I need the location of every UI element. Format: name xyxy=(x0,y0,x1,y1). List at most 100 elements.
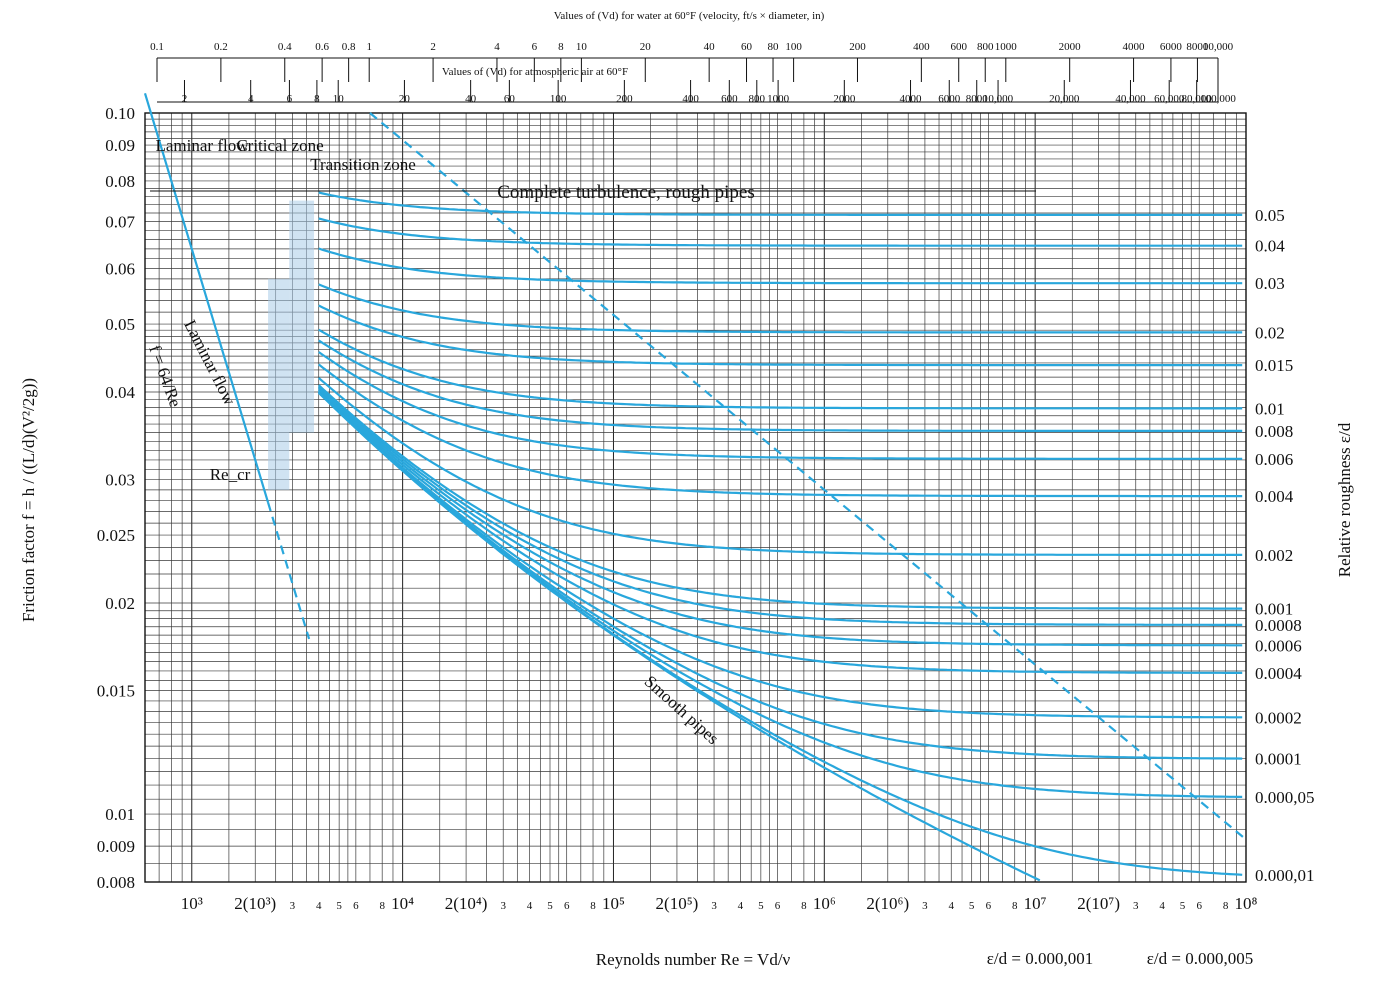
x-tick-label: 3 xyxy=(922,900,928,912)
air-tick-label: 60 xyxy=(504,93,516,105)
critical-zone-band xyxy=(289,200,315,433)
y-tick-label: 0.009 xyxy=(97,837,135,856)
y-axis-label: Friction factor f = h / ((L/d)(V²/2g)) xyxy=(19,378,38,622)
water-tick-label: 4 xyxy=(494,41,500,53)
roughness-label: 0.04 xyxy=(1255,237,1285,256)
x-tick-label: 8 xyxy=(590,900,596,912)
roughness-curve xyxy=(318,328,1243,410)
roughness-label: 0.0006 xyxy=(1255,636,1302,655)
water-tick-label: 2000 xyxy=(1059,41,1082,53)
y-tick-label: 0.015 xyxy=(97,682,135,701)
x-tick-label: 4 xyxy=(1159,900,1165,912)
water-tick-label: 800 xyxy=(977,41,994,53)
roughness-curve xyxy=(317,385,1243,626)
x-tick-label: 4 xyxy=(527,900,533,912)
air-tick-label: 8000 xyxy=(966,93,989,105)
x-tick-label: 6 xyxy=(986,900,992,912)
y-tick-label: 0.08 xyxy=(105,172,135,191)
air-tick-label: 20 xyxy=(399,93,411,105)
roughness-curve xyxy=(318,283,1243,334)
top-velocity-axes: Values of (Vd) for water at 60°F (veloci… xyxy=(150,10,1236,105)
y-tick-label: 0.06 xyxy=(105,260,135,279)
roughness-curve xyxy=(318,304,1243,367)
roughness-curve xyxy=(317,387,1243,647)
air-tick-label: 40,000 xyxy=(1115,93,1146,105)
y-tick-label: 0.07 xyxy=(105,213,135,232)
roughness-label: 0.0002 xyxy=(1255,708,1302,727)
air-tick-label: 6000 xyxy=(938,93,961,105)
water-tick-label: 10,000 xyxy=(1203,41,1234,53)
x-tick-label: 6 xyxy=(564,900,570,912)
complete-turbulence-label: Complete turbulence, rough pipes xyxy=(497,182,755,203)
x-tick-label: 10⁸ xyxy=(1235,894,1258,913)
x-tick-label: 10⁶ xyxy=(813,894,836,913)
roughness-curve xyxy=(317,388,1243,674)
x-tick-label: 8 xyxy=(379,900,385,912)
water-tick-label: 0.2 xyxy=(214,41,228,53)
air-axis-title: Values of (Vd) for atmospheric air at 60… xyxy=(442,66,628,78)
roughness-label: 0.000,01 xyxy=(1255,866,1315,885)
laminar-extension-line xyxy=(266,502,311,640)
water-tick-label: 0.6 xyxy=(315,41,329,53)
x-tick-label: 5 xyxy=(969,900,975,912)
water-tick-label: 0.1 xyxy=(150,41,164,53)
roughness-curve xyxy=(318,339,1243,432)
air-tick-label: 20,000 xyxy=(1049,93,1080,105)
roughness-label: 0.000,05 xyxy=(1255,788,1315,807)
laminar-line xyxy=(143,93,270,503)
air-tick-label: 400 xyxy=(682,93,699,105)
x-tick-label: 8 xyxy=(1223,900,1229,912)
critical-zone-band xyxy=(268,278,290,490)
x-tick-label: 2(10³) xyxy=(234,894,276,913)
roughness-label: 0.0008 xyxy=(1255,616,1302,635)
water-tick-label: 60 xyxy=(741,41,753,53)
water-tick-label: 0.8 xyxy=(342,41,356,53)
x-tick-label: 8 xyxy=(801,900,807,912)
x-tick-label: 8 xyxy=(1012,900,1018,912)
x-tick-label: 5 xyxy=(336,900,342,912)
water-tick-label: 100 xyxy=(785,41,802,53)
roughness-label: 0.002 xyxy=(1255,546,1293,565)
roughness-label: 0.05 xyxy=(1255,206,1285,225)
y-tick-label: 0.01 xyxy=(105,805,135,824)
roughness-label: 0.02 xyxy=(1255,323,1285,342)
y-tick-label: 0.05 xyxy=(105,315,135,334)
smooth-pipe-curve xyxy=(317,391,1041,882)
x-tick-label: 10⁵ xyxy=(602,894,625,913)
water-tick-label: 2 xyxy=(430,41,436,53)
x-tick-label: 5 xyxy=(758,900,764,912)
y-tick-label: 0.025 xyxy=(97,526,135,545)
water-tick-label: 1 xyxy=(366,41,372,53)
roughness-curve xyxy=(317,390,1243,719)
roughness-curve xyxy=(318,363,1243,498)
x-tick-label: 2(10⁷) xyxy=(1077,894,1120,913)
air-tick-label: 60,000 xyxy=(1154,93,1185,105)
roughness-label: 0.015 xyxy=(1255,356,1293,375)
air-tick-label: 40 xyxy=(465,93,477,105)
x-axis-label: Reynolds number Re = Vd/ν xyxy=(596,950,791,969)
roughness-curve xyxy=(318,351,1243,460)
water-tick-label: 6 xyxy=(532,41,538,53)
x-tick-label: 5 xyxy=(1180,900,1186,912)
water-tick-label: 1000 xyxy=(995,41,1018,53)
transition-zone-label: Transition zone xyxy=(310,155,416,174)
air-tick-label: 800 xyxy=(749,93,766,105)
x-tick-label: 4 xyxy=(738,900,744,912)
chart-grid xyxy=(144,112,1247,883)
roughness-curve xyxy=(318,247,1243,285)
annotations: Friction factor f = h / ((L/d)(V²/2g)) Re… xyxy=(19,136,1354,969)
water-tick-label: 40 xyxy=(704,41,716,53)
x-tick-label: 10³ xyxy=(181,894,203,913)
x-tick-label: 4 xyxy=(316,900,322,912)
roughness-label: 0.001 xyxy=(1255,600,1293,619)
y-tick-label: 0.09 xyxy=(105,136,135,155)
roughness-curve xyxy=(318,191,1243,216)
water-tick-label: 0.4 xyxy=(278,41,292,53)
y-tick-label: 0.02 xyxy=(105,594,135,613)
air-tick-label: 100,000 xyxy=(1200,93,1236,105)
series-curves xyxy=(143,93,1247,882)
x-tick-label: 10⁷ xyxy=(1024,894,1047,913)
air-tick-label: 100 xyxy=(550,93,567,105)
eps-note-2: ε/d = 0.000,005 xyxy=(1147,949,1253,968)
roughness-label: 0.03 xyxy=(1255,274,1285,293)
